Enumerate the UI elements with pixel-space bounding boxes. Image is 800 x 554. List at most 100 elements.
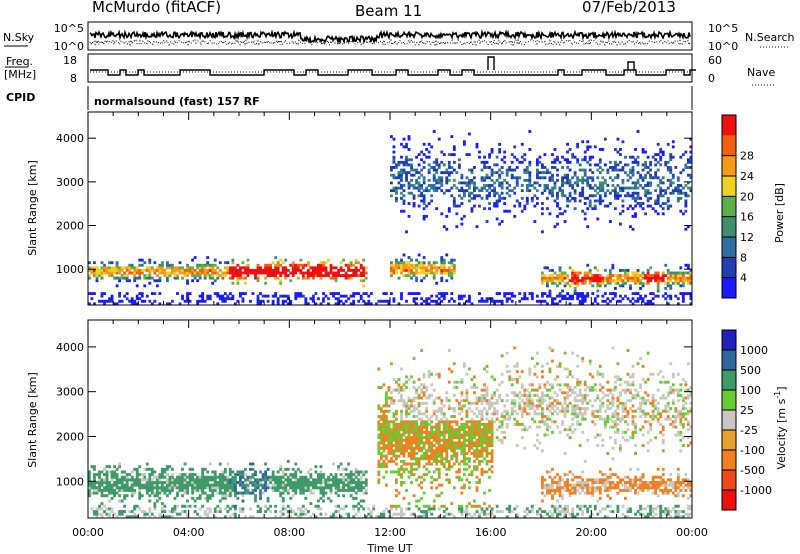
heatmap-cell xyxy=(475,441,479,445)
heatmap-cell xyxy=(666,204,670,208)
heatmap-cell xyxy=(596,191,600,195)
heatmap-cell xyxy=(407,433,411,437)
heatmap-cell xyxy=(558,488,562,492)
heatmap-cell xyxy=(659,191,663,195)
heatmap-cell xyxy=(311,481,315,484)
heatmap-cell xyxy=(636,163,640,167)
heatmap-cell xyxy=(233,274,237,277)
heatmap-cell xyxy=(661,276,665,280)
heatmap-cell xyxy=(468,502,471,506)
heatmap-cell xyxy=(352,486,356,490)
heatmap-cell xyxy=(327,486,330,490)
heatmap-cell xyxy=(160,507,164,511)
heatmap-cell xyxy=(548,191,552,195)
heatmap-cell xyxy=(347,481,351,484)
heatmap-cell xyxy=(379,425,383,429)
heatmap-cell xyxy=(548,486,552,490)
heatmap-cell xyxy=(422,261,426,265)
heatmap-cell xyxy=(344,263,348,267)
heatmap-cell xyxy=(342,507,345,511)
heatmap-cell xyxy=(525,507,529,511)
heatmap-cell xyxy=(390,274,393,277)
heatmap-cell xyxy=(460,428,464,432)
heatmap-cell xyxy=(286,268,290,272)
heatmap-cell xyxy=(269,271,273,275)
heatmap-cell xyxy=(510,294,514,298)
heatmap-cell xyxy=(543,299,547,303)
heatmap-cell xyxy=(427,510,431,514)
heatmap-cell xyxy=(556,364,559,368)
heatmap-cell xyxy=(216,292,220,295)
heatmap-cell xyxy=(417,186,421,190)
heatmap-cell xyxy=(457,428,461,432)
heatmap-cell xyxy=(244,292,247,295)
heatmap-cell xyxy=(543,276,547,280)
heatmap-cell xyxy=(470,425,474,429)
heatmap-cell xyxy=(415,420,418,424)
heatmap-cell xyxy=(395,436,398,440)
heatmap-cell xyxy=(447,436,451,440)
heatmap-cell xyxy=(475,420,479,424)
heatmap-cell xyxy=(488,401,491,405)
heatmap-cell xyxy=(415,168,418,172)
heatmap-cell xyxy=(390,470,393,474)
heatmap-cell xyxy=(296,483,300,487)
heatmap-cell xyxy=(576,297,580,301)
heatmap-cell xyxy=(145,294,149,298)
heatmap-cell xyxy=(478,430,481,434)
heatmap-cell xyxy=(689,292,693,295)
heatmap-cell xyxy=(130,481,134,484)
heatmap-cell xyxy=(186,512,189,516)
heatmap-cell xyxy=(525,512,529,516)
heatmap-cell xyxy=(304,486,308,490)
heatmap-cell xyxy=(480,454,484,458)
heatmap-cell xyxy=(437,297,441,301)
heatmap-cell xyxy=(490,452,494,455)
heatmap-cell xyxy=(382,383,386,387)
heatmap-cell xyxy=(120,478,124,482)
heatmap-cell xyxy=(435,268,439,272)
heatmap-cell xyxy=(666,207,670,211)
heatmap-cell xyxy=(553,297,557,301)
heatmap-cell xyxy=(289,271,293,275)
heatmap-cell xyxy=(387,420,391,424)
heatmap-cell xyxy=(468,449,471,453)
heatmap-cell xyxy=(93,274,96,277)
heatmap-cell xyxy=(110,266,114,270)
heatmap-cell xyxy=(294,491,298,495)
heatmap-cell xyxy=(206,507,210,511)
heatmap-cell xyxy=(689,268,693,272)
heatmap-cell xyxy=(206,481,210,484)
heatmap-cell xyxy=(556,158,559,162)
heatmap-cell xyxy=(503,292,507,295)
heatmap-cell xyxy=(377,446,381,450)
heatmap-cell xyxy=(334,486,338,490)
heatmap-cell xyxy=(286,515,290,519)
heatmap-cell xyxy=(460,441,464,445)
heatmap-cell xyxy=(624,268,627,272)
heatmap-cell xyxy=(422,412,426,416)
heatmap-cell xyxy=(548,212,552,216)
heatmap-cell xyxy=(503,409,507,413)
heatmap-cell xyxy=(276,478,280,482)
heatmap-cell xyxy=(379,515,383,519)
heatmap-cell xyxy=(462,214,466,218)
heatmap-cell xyxy=(488,153,491,157)
heatmap-cell xyxy=(249,515,252,519)
heatmap-cell xyxy=(400,441,403,445)
heatmap-cell xyxy=(276,261,280,265)
heatmap-cell xyxy=(286,475,290,479)
heatmap-cell xyxy=(493,420,496,424)
heatmap-cell xyxy=(520,428,524,432)
heatmap-cell xyxy=(158,512,162,516)
heatmap-cell xyxy=(150,473,154,477)
heatmap-cell xyxy=(613,292,617,295)
heatmap-cell xyxy=(556,196,559,200)
heatmap-cell xyxy=(558,207,562,211)
heatmap-cell xyxy=(269,510,273,514)
heatmap-cell xyxy=(528,367,532,371)
heatmap-cell xyxy=(495,292,499,295)
heatmap-cell xyxy=(140,483,144,487)
heatmap-cell xyxy=(425,454,429,458)
heatmap-cell xyxy=(493,393,496,397)
